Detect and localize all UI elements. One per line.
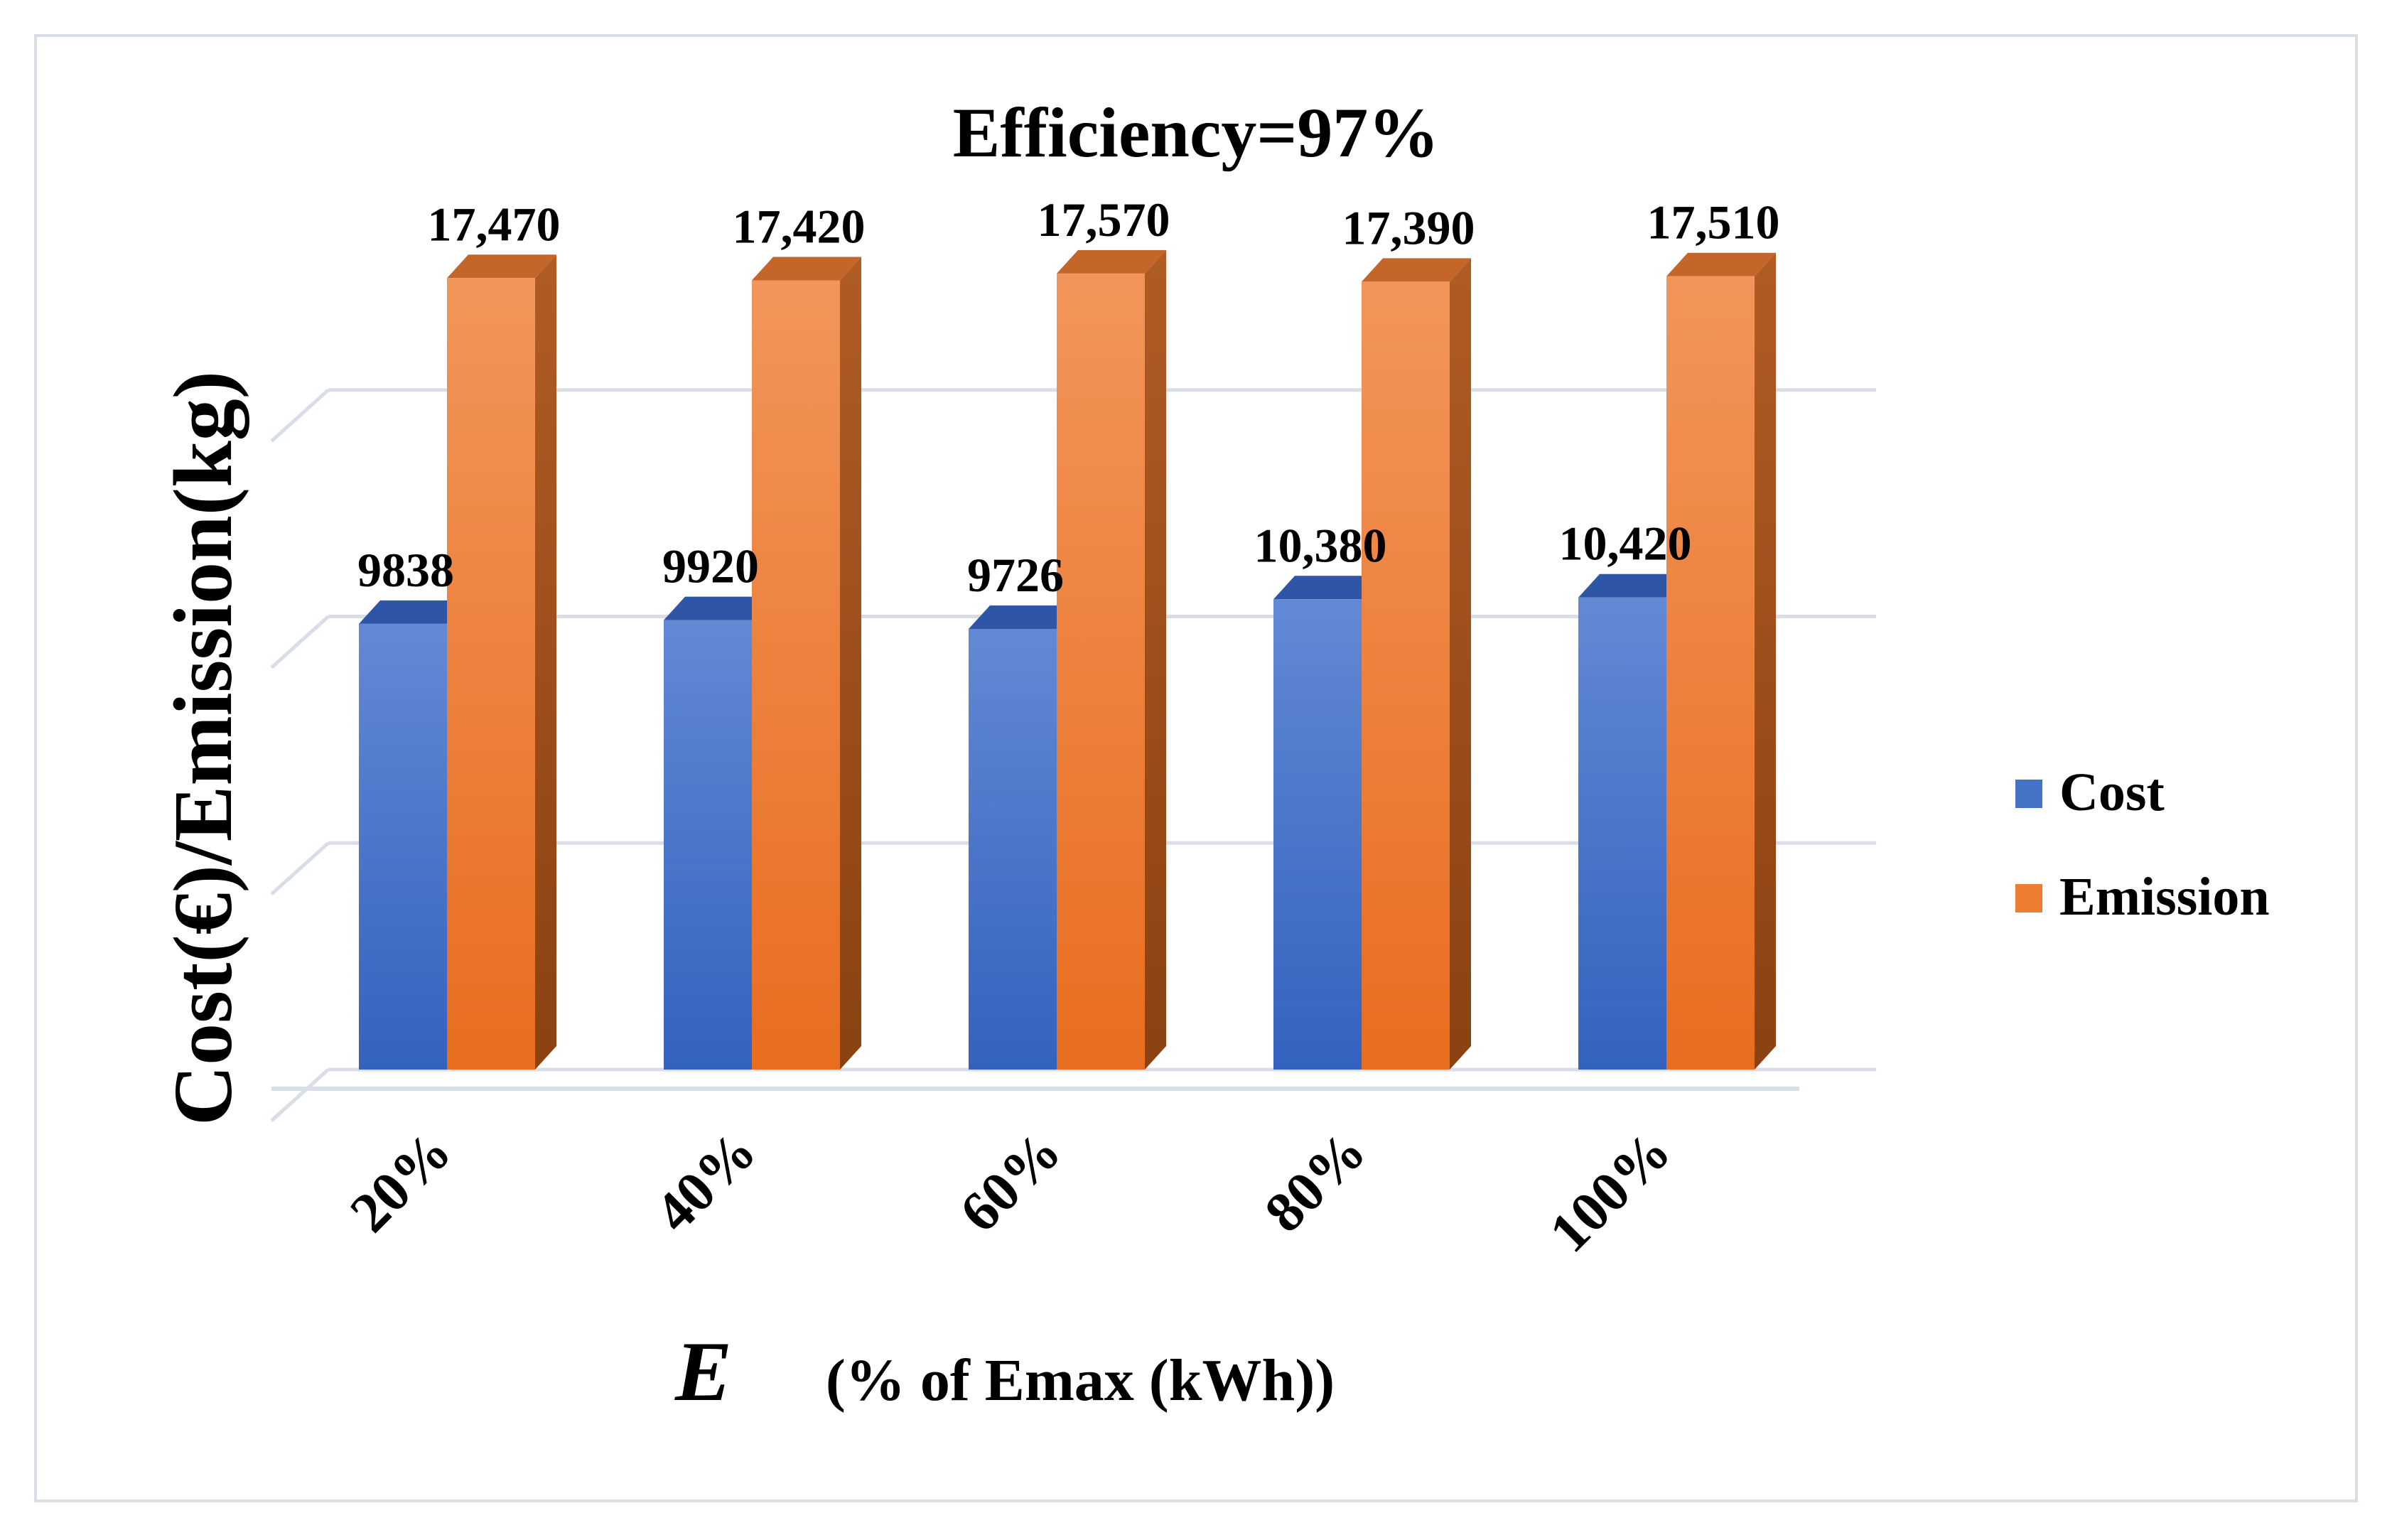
gridline-side <box>270 615 330 669</box>
bars <box>359 249 1776 1070</box>
bar-front <box>664 620 752 1070</box>
bar-top <box>752 257 861 281</box>
bar-front <box>1666 276 1755 1070</box>
bar-top <box>664 596 773 620</box>
data-label-emission-60%: 17,570 <box>1038 193 1170 247</box>
data-label-emission-40%: 17,420 <box>733 199 866 253</box>
legend-label-cost: Cost <box>2059 763 2165 822</box>
bar-top <box>359 600 468 624</box>
bar-front <box>752 280 840 1070</box>
x-axis-title: E (% of Emax (kWh)) <box>674 1324 1335 1418</box>
bar-emission-20% <box>447 254 556 1070</box>
bar-front <box>1362 281 1450 1070</box>
gridline-side <box>270 841 330 896</box>
bar-side <box>535 254 556 1070</box>
data-labels: 9838 17,470 9920 17,420 9726 17,570 10,380 17,3… <box>357 193 1780 602</box>
bar-top <box>1057 249 1166 274</box>
gridline-side <box>270 388 330 443</box>
data-label-cost-20%: 9838 <box>357 543 454 597</box>
bar-front <box>1273 599 1362 1070</box>
bar-top <box>1362 258 1471 282</box>
data-label-cost-80%: 10,380 <box>1254 518 1387 572</box>
bar-front <box>447 278 535 1070</box>
y-axis-title: Cost(€)/Emission(kg) <box>156 371 249 1126</box>
bar-top <box>1666 252 1776 276</box>
bar-top <box>969 605 1078 629</box>
legend-label-emission: Emission <box>2059 867 2270 927</box>
x-axis-symbol: E <box>674 1324 732 1418</box>
x-axis-text: (% of Emax (kWh)) <box>826 1347 1335 1414</box>
bar-side <box>1450 258 1471 1070</box>
data-label-emission-80%: 17,390 <box>1342 200 1475 254</box>
bar-emission-40% <box>752 257 861 1070</box>
chart-title: Efficiency=97% <box>953 93 1440 172</box>
bar-top <box>1578 574 1688 598</box>
bar-top <box>447 254 556 279</box>
bar-top <box>1273 576 1383 600</box>
bar-side <box>1755 252 1776 1070</box>
bar-side <box>1145 249 1166 1070</box>
bar-side <box>840 257 861 1070</box>
legend-swatch-cost <box>2015 780 2042 808</box>
data-label-emission-100%: 17,510 <box>1647 195 1780 249</box>
data-label-emission-20%: 17,470 <box>428 197 561 251</box>
gridline-side <box>270 1068 330 1122</box>
data-label-cost-100%: 10,420 <box>1559 517 1692 571</box>
bar-front <box>1057 273 1145 1070</box>
legend: Cost Emission <box>2015 763 2270 927</box>
legend-swatch-emission <box>2015 884 2042 912</box>
bar-front <box>359 623 447 1070</box>
bar-front <box>1578 597 1666 1070</box>
bar-emission-80% <box>1362 258 1471 1070</box>
bar-front <box>969 628 1057 1070</box>
data-label-cost-60%: 9726 <box>967 548 1064 602</box>
bar-emission-100% <box>1666 252 1776 1070</box>
bar-emission-60% <box>1057 249 1166 1070</box>
data-label-cost-40%: 9920 <box>662 539 759 593</box>
